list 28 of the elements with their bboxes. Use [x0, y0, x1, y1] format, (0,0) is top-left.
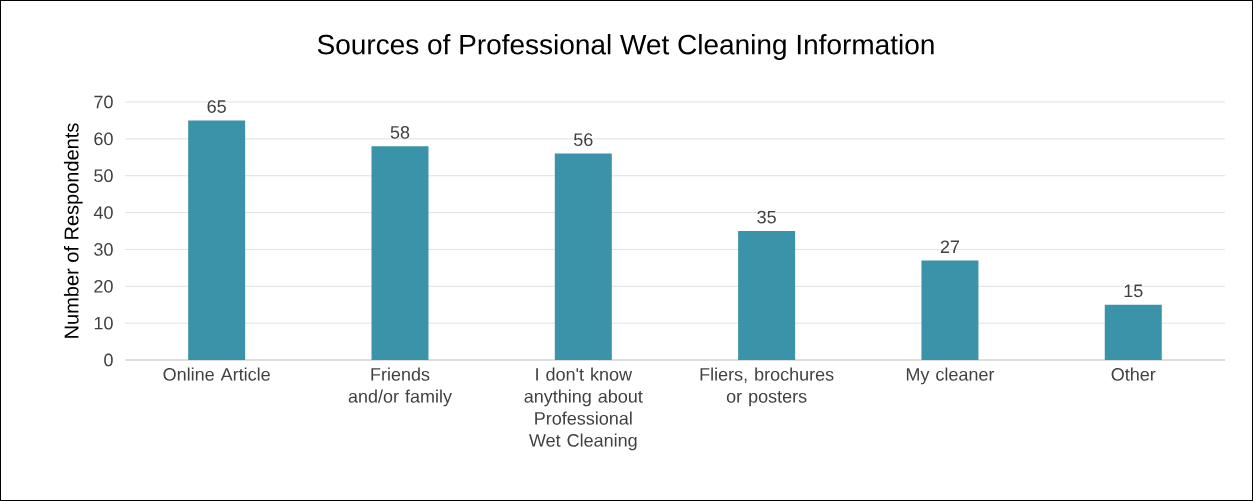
- y-tick-label: 40: [93, 206, 113, 219]
- y-tick-label: 10: [94, 316, 113, 330]
- bar: [554, 153, 612, 360]
- y-tick-label: 20: [94, 279, 113, 293]
- data-label: 15: [1124, 284, 1143, 298]
- y-axis-title: Number of Respondents: [63, 123, 83, 338]
- x-tick-label: I don't know anything about Professional Wet Cleaning: [524, 367, 643, 451]
- data-label: 27: [940, 240, 960, 253]
- x-tick-label: Friends and/or family: [348, 367, 452, 407]
- data-label: 35: [757, 210, 776, 224]
- bar: [738, 231, 796, 360]
- data-label: 58: [390, 125, 410, 139]
- data-label: 56: [574, 133, 593, 147]
- x-tick-label: Online Article: [163, 367, 270, 381]
- y-tick-label: 30: [94, 243, 113, 256]
- y-tick-label: 60: [94, 132, 113, 146]
- bar: [921, 260, 979, 360]
- y-tick-label: 70: [94, 95, 113, 109]
- chart-title: Sources of Professional Wet Cleaning Information: [317, 33, 934, 61]
- x-tick-label: My cleaner: [906, 367, 995, 385]
- y-tick-label: 0: [104, 353, 113, 367]
- data-label: 65: [207, 100, 226, 113]
- bar: [188, 120, 246, 360]
- bar: [1104, 304, 1162, 360]
- y-tick-label: 50: [94, 169, 113, 183]
- x-tick-label: Fliers, brochures or posters: [700, 367, 834, 407]
- x-tick-label: Other: [1111, 367, 1156, 381]
- bar: [371, 146, 429, 360]
